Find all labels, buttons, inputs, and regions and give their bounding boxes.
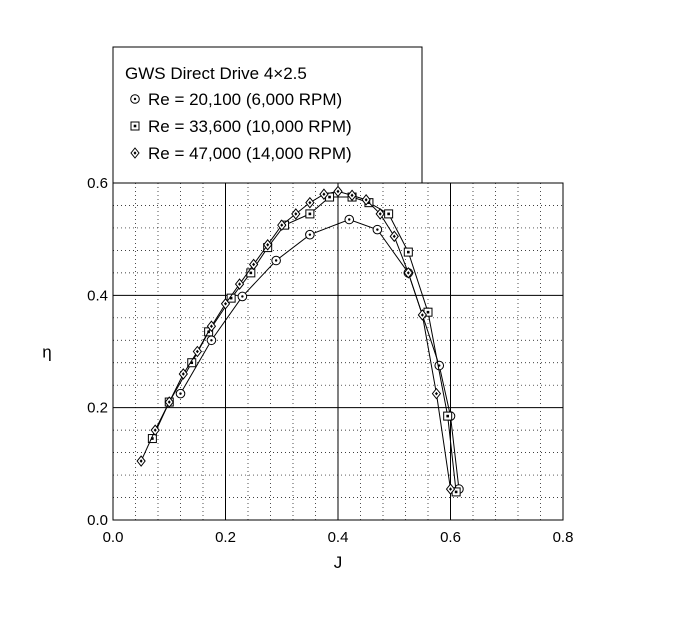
data-point <box>187 358 197 368</box>
legend: GWS Direct Drive 4×2.5 Re = 20,100 (6,00… <box>112 46 423 184</box>
series-circle <box>175 214 464 494</box>
data-point <box>445 483 456 495</box>
legend-title: GWS Direct Drive 4×2.5 <box>125 64 307 83</box>
series-line <box>180 218 460 490</box>
major-grid <box>113 182 563 520</box>
data-point <box>431 387 442 400</box>
data-point <box>305 209 315 219</box>
data-point <box>136 455 146 467</box>
data-point <box>361 194 371 206</box>
series-line <box>140 190 451 490</box>
data-point <box>226 293 236 303</box>
series-diamond <box>136 185 456 495</box>
data-point <box>147 434 157 444</box>
data-point <box>384 209 394 219</box>
data-point <box>175 388 186 399</box>
data-point <box>271 255 281 266</box>
data-point <box>443 411 453 421</box>
data-point <box>234 278 245 290</box>
data-point <box>417 309 428 321</box>
y-axis-label: η <box>42 343 51 362</box>
x-axis-label: J <box>334 553 343 572</box>
x-tick-label: 0.4 <box>328 529 349 546</box>
data-point <box>333 185 343 198</box>
data-point <box>372 224 383 235</box>
data-point <box>130 94 140 104</box>
data-point <box>305 196 315 209</box>
data-point <box>150 424 160 436</box>
series-line <box>151 196 457 492</box>
data-point <box>192 345 203 358</box>
legend-entry: Re = 47,000 (14,000 RPM) <box>130 144 352 163</box>
y-tick-label: 0.6 <box>87 175 108 192</box>
data-point <box>389 230 399 243</box>
data-point <box>434 360 445 371</box>
data-point <box>263 238 273 251</box>
data-point <box>403 267 413 279</box>
legend-entries: Re = 20,100 (6,000 RPM) Re = 33,600 (10,0… <box>130 90 352 163</box>
data-point <box>403 247 413 257</box>
data-point <box>206 320 217 333</box>
legend-entry-label: Re = 20,100 (6,000 RPM) <box>148 90 342 109</box>
x-tick-label: 0.8 <box>553 529 574 546</box>
tick-labels: 0.0 0.2 0.4 0.6 0.8 0.0 0.2 0.4 0.6 <box>87 175 573 546</box>
y-tick-label: 0.2 <box>87 400 108 417</box>
series-layer <box>136 185 464 497</box>
data-point <box>344 214 355 225</box>
y-tick-label: 0.0 <box>87 512 108 529</box>
data-point <box>305 229 315 240</box>
data-point <box>178 368 188 380</box>
data-point <box>220 297 231 310</box>
data-point <box>277 219 287 231</box>
legend-entry: Re = 20,100 (6,000 RPM) <box>130 90 342 109</box>
x-tick-label: 0.2 <box>215 529 236 546</box>
legend-entry: Re = 33,600 (10,000 RPM) <box>130 117 352 136</box>
data-point <box>206 335 217 346</box>
data-point <box>130 121 140 131</box>
y-tick-label: 0.4 <box>87 287 108 304</box>
data-point <box>347 189 357 202</box>
data-point <box>164 396 174 408</box>
legend-box <box>112 46 423 184</box>
legend-entry-label: Re = 33,600 (10,000 RPM) <box>148 117 352 136</box>
x-tick-label: 0.0 <box>103 529 124 546</box>
data-point <box>375 208 385 220</box>
data-point <box>319 188 329 201</box>
data-point <box>291 208 301 220</box>
data-point <box>237 291 248 302</box>
data-point <box>130 147 140 159</box>
data-point <box>248 258 259 271</box>
x-tick-label: 0.6 <box>440 529 461 546</box>
legend-entry-label: Re = 47,000 (14,000 RPM) <box>148 144 352 163</box>
